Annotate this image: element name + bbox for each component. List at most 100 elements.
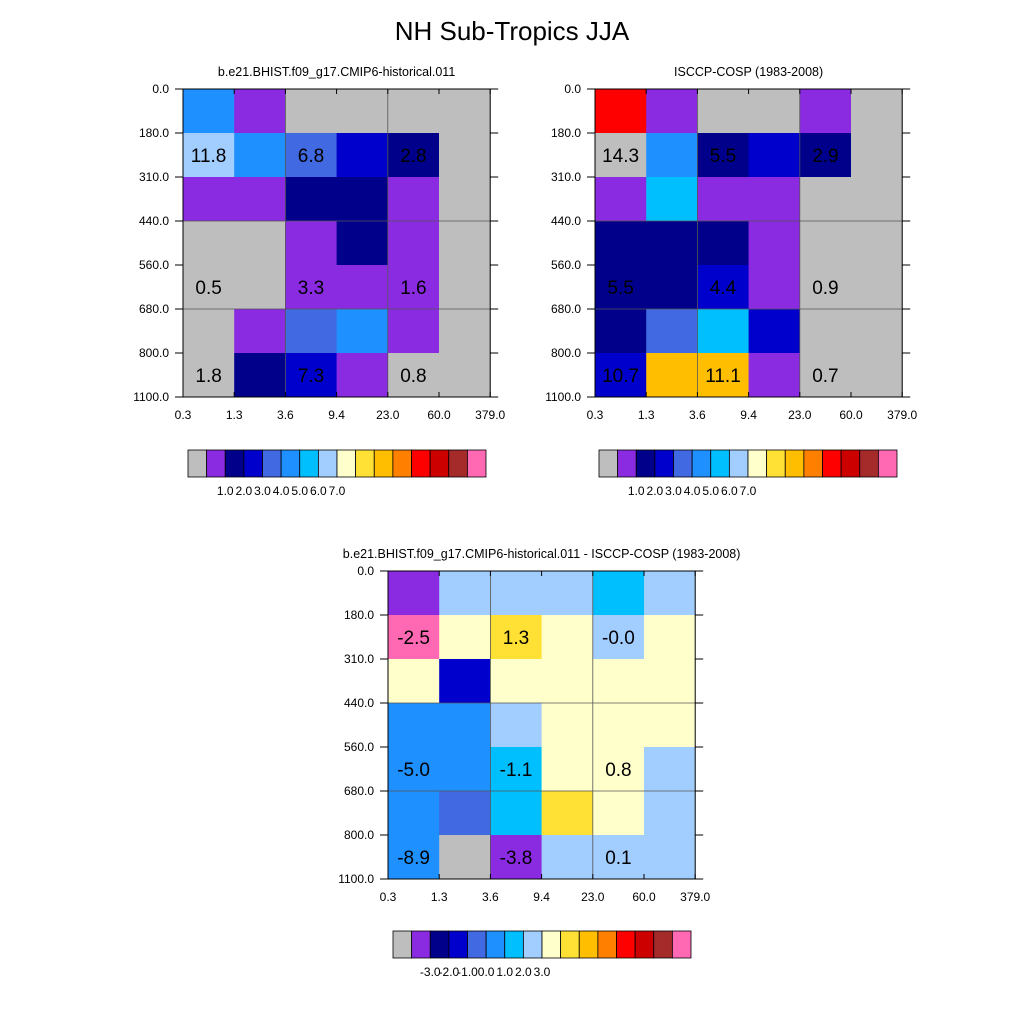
cell-annotation: 1.8 <box>195 366 221 387</box>
heatmap-cell <box>748 353 801 398</box>
colorbar-swatch <box>262 449 282 478</box>
heatmap-cell <box>183 265 235 310</box>
y-tick-label: 680.0 <box>139 302 169 316</box>
heatmap-cell <box>646 309 698 354</box>
colorbar-swatch <box>598 449 619 478</box>
y-tick-label: 1100.0 <box>338 872 374 886</box>
colorbar-swatch <box>466 449 487 478</box>
y-tick-label: 310.0 <box>551 170 581 184</box>
heatmap-cell <box>748 177 801 222</box>
heatmap-cell <box>183 133 235 178</box>
heatmap-cell <box>387 265 440 310</box>
heatmap-cell <box>336 177 389 222</box>
y-tick-label: 800.0 <box>551 346 581 360</box>
cell-annotation: 3.3 <box>298 278 324 299</box>
heatmap-cell <box>748 265 801 310</box>
colorbar-label: 7.0 <box>740 484 757 498</box>
heatmap-cell <box>748 221 801 266</box>
y-tick-label: 680.0 <box>551 302 581 316</box>
colorbar-swatch <box>392 449 412 478</box>
x-tick-label: 23.0 <box>376 408 400 422</box>
heatmap-cell <box>387 309 440 354</box>
colorbar-label: 2.0 <box>236 484 253 498</box>
heatmap-cell <box>285 309 337 354</box>
heatmap-cell <box>595 353 647 398</box>
colorbar-swatch <box>728 449 749 478</box>
figure-title: NH Sub-Tropics JJA <box>394 16 630 46</box>
colorbar-swatch <box>578 930 599 959</box>
heatmap-cell <box>387 353 440 398</box>
heatmap-cell <box>644 703 696 748</box>
colorbar-swatch <box>504 930 524 959</box>
heatmap-cell <box>439 791 491 836</box>
colorbar-swatch <box>448 449 468 478</box>
colorbar-label: 0.0 <box>478 965 495 979</box>
heatmap-cell <box>592 835 645 880</box>
x-tick-label: 1.3 <box>638 408 655 422</box>
heatmap-cell <box>541 835 594 880</box>
colorbar-swatch <box>467 930 487 959</box>
heatmap-cell <box>592 659 645 704</box>
heatmap-cell <box>388 571 440 616</box>
cell-annotation: 11.1 <box>705 366 741 387</box>
colorbar-label: 1.0 <box>628 484 645 498</box>
heatmap-cell <box>595 221 647 266</box>
y-tick-label: 680.0 <box>344 784 374 798</box>
colorbar-label: 4.0 <box>273 484 290 498</box>
heatmap-cell <box>748 309 801 354</box>
y-tick-label: 440.0 <box>344 696 374 710</box>
heatmap-cell <box>541 791 594 836</box>
colorbar-swatch <box>747 449 768 478</box>
colorbar-swatch <box>448 930 468 959</box>
heatmap-cell <box>646 265 698 310</box>
colorbar-label: 3.0 <box>254 484 271 498</box>
cell-annotation: 11.8 <box>191 146 227 167</box>
colorbar-swatch <box>560 930 580 959</box>
cell-annotation: 5.5 <box>710 146 736 167</box>
heatmap-cell <box>644 571 696 616</box>
heatmap-cell <box>644 791 696 836</box>
heatmap-cell <box>285 221 337 266</box>
x-tick-label: 379.0 <box>475 408 505 422</box>
heatmap-cell <box>234 89 286 134</box>
y-tick-label: 560.0 <box>551 258 581 272</box>
heatmap-cell <box>490 703 542 748</box>
heatmap-cell <box>490 835 542 880</box>
cell-annotation: 0.1 <box>605 848 631 869</box>
heatmap-cell <box>439 747 491 792</box>
heatmap-cell <box>595 133 647 178</box>
colorbar-label: 3.0 <box>534 965 551 979</box>
heatmap-cell <box>439 703 491 748</box>
colorbar-label: -3.0 <box>420 965 441 979</box>
cell-annotation: 1.3 <box>503 628 529 649</box>
x-tick-label: 9.4 <box>533 890 550 904</box>
heatmap-cell <box>234 221 286 266</box>
cell-annotation: -8.9 <box>397 848 430 869</box>
heatmap-cell <box>851 221 903 266</box>
heatmap-cell <box>644 659 696 704</box>
x-tick-label: 9.4 <box>740 408 757 422</box>
cell-annotation: 10.7 <box>602 366 639 387</box>
colorbar-swatch <box>429 449 450 478</box>
heatmap-cell <box>183 309 235 354</box>
heatmap-cell <box>234 309 286 354</box>
heatmap-cell <box>541 703 594 748</box>
colorbar-label: 4.0 <box>684 484 701 498</box>
heatmap-cell <box>388 835 440 880</box>
colorbar-label: 5.0 <box>291 484 308 498</box>
colorbar-swatch <box>411 449 431 478</box>
heatmap-cell <box>285 265 337 310</box>
colorbar-swatch <box>355 449 375 478</box>
colorbar-label: 6.0 <box>721 484 738 498</box>
colorbar-swatch <box>634 930 655 959</box>
x-tick-label: 3.6 <box>277 408 294 422</box>
heatmap-cell <box>439 177 491 222</box>
colorbar-swatch <box>522 930 543 959</box>
colorbar-swatch <box>597 930 617 959</box>
heatmap-cell <box>387 221 440 266</box>
heatmap-cell <box>646 177 698 222</box>
x-tick-label: 23.0 <box>788 408 812 422</box>
colorbar-swatch <box>822 449 842 478</box>
x-tick-label: 1.3 <box>226 408 243 422</box>
